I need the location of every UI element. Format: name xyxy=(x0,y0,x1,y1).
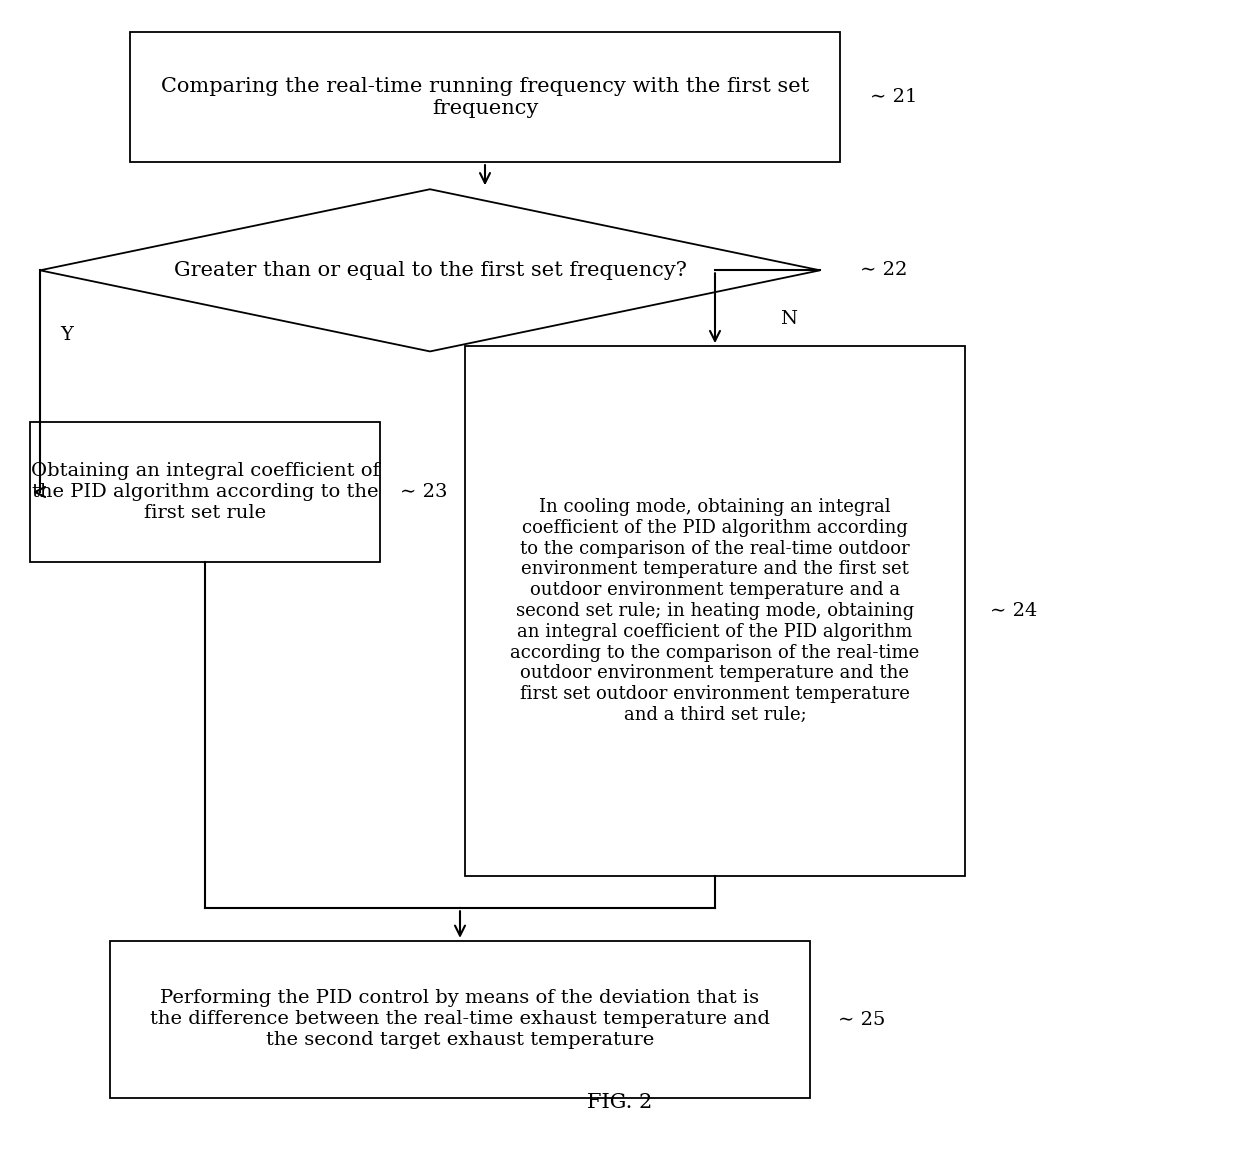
Bar xyxy=(110,941,810,1098)
Text: Greater than or equal to the first set frequency?: Greater than or equal to the first set f… xyxy=(174,260,687,280)
Text: In cooling mode, obtaining an integral
coefficient of the PID algorithm accordin: In cooling mode, obtaining an integral c… xyxy=(511,498,920,724)
Text: Comparing the real-time running frequency with the first set
frequency: Comparing the real-time running frequenc… xyxy=(161,76,810,118)
Text: Performing the PID control by means of the deviation that is
the difference betw: Performing the PID control by means of t… xyxy=(150,989,770,1049)
Bar xyxy=(465,346,965,876)
Text: N: N xyxy=(780,310,797,327)
Polygon shape xyxy=(40,190,820,352)
Text: Y: Y xyxy=(60,326,73,344)
Text: FIG. 2: FIG. 2 xyxy=(588,1093,652,1112)
Bar xyxy=(130,32,839,162)
Text: ∼ 23: ∼ 23 xyxy=(401,482,448,501)
Text: Obtaining an integral coefficient of
the PID algorithm according to the
first se: Obtaining an integral coefficient of the… xyxy=(31,462,379,522)
Text: ∼ 24: ∼ 24 xyxy=(990,602,1038,620)
Text: ∼ 25: ∼ 25 xyxy=(838,1011,885,1029)
Text: ∼ 21: ∼ 21 xyxy=(870,88,918,106)
Text: ∼ 22: ∼ 22 xyxy=(861,261,908,279)
Bar xyxy=(30,421,379,562)
